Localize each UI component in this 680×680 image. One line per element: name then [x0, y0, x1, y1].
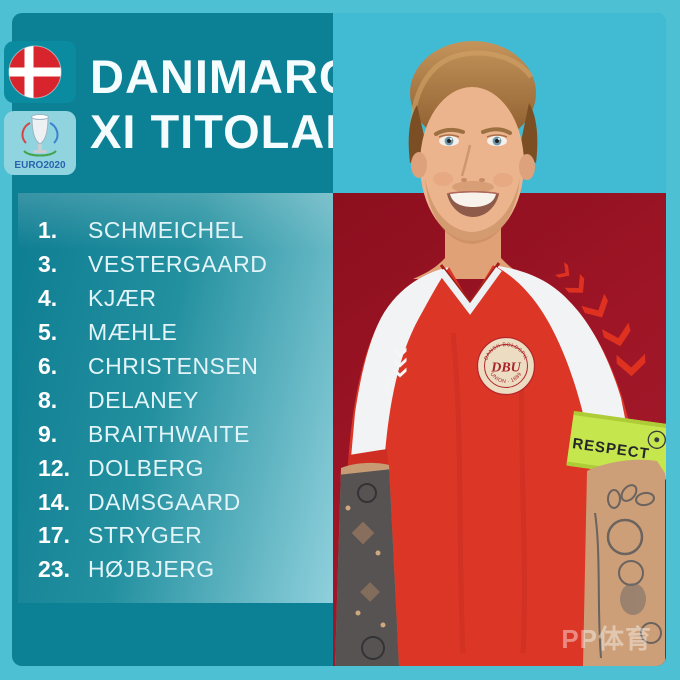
collar-shadow [439, 262, 501, 306]
content-panel: DANIMARCA XI TITOLARE 1. SCHMEICHEL 3. VES… [12, 13, 666, 666]
player-name: CHRISTENSEN [88, 353, 259, 379]
player-name: DAMSGAARD [88, 488, 241, 515]
left-shoulder-panel [351, 267, 449, 458]
crest-center-text: DBU [490, 361, 521, 376]
player-face [411, 87, 535, 244]
player-name: DOLBERG [88, 454, 204, 481]
player-number: 12. [38, 454, 70, 481]
player-name: HØJBJERG [88, 556, 215, 583]
denmark-flag-icon [8, 45, 62, 99]
player-name: DELANEY [88, 386, 199, 413]
player-name: SCHMEICHEL [88, 217, 244, 244]
lineup-row: 1. SCHMEICHEL [18, 214, 333, 248]
lineup-row: 14. DAMSGAARD [18, 485, 333, 519]
lineup-row: 5. MÆHLE [18, 316, 333, 350]
collar [438, 266, 502, 315]
lineup-row: 8. DELANEY [18, 383, 333, 417]
euro2020-label: EURO2020 [14, 160, 66, 171]
player-name: VESTERGAARD [88, 251, 268, 278]
player-name: BRAITHWAITE [88, 420, 250, 447]
player-name: KJÆR [88, 285, 157, 312]
tattoo-right-arm [583, 459, 665, 666]
player-number: 14. [38, 488, 70, 515]
lineup-row: 9. BRAITHWAITE [18, 417, 333, 451]
right-shoulder-panel [493, 265, 629, 449]
player-photo: hummel DANSK BOLDSPIL UNION · 1889 DBU [333, 13, 666, 666]
sleeve-chevrons-icon [555, 262, 646, 377]
jersey: hummel DANSK BOLDSPIL UNION · 1889 DBU [343, 262, 646, 666]
uefa-respect-logo-icon [647, 430, 666, 449]
player-illustration: hummel DANSK BOLDSPIL UNION · 1889 DBU [335, 41, 666, 666]
player-number: 1. [38, 217, 58, 244]
player-name: MÆHLE [88, 319, 178, 346]
player-number: 17. [38, 522, 70, 549]
lineup-row: 3. VESTERGAARD [18, 248, 333, 282]
hummel-brand-text: hummel [385, 374, 391, 395]
lineup-row: 4. KJÆR [18, 282, 333, 316]
euro2020-tile: EURO2020 [4, 111, 76, 175]
player-name: STRYGER [88, 522, 203, 549]
lineup-row: 23. HØJBJERG [18, 553, 333, 587]
euro2020-logo-icon: EURO2020 [14, 114, 66, 171]
hummel-logo-icon: hummel [385, 347, 407, 395]
player-number: 5. [38, 319, 58, 346]
player-number: 8. [38, 386, 58, 413]
lineup-row: 12. DOLBERG [18, 451, 333, 485]
player-number: 9. [38, 420, 58, 447]
lineup-row: 6. CHRISTENSEN [18, 350, 333, 384]
tattoo-left-arm [335, 462, 399, 666]
player-number: 23. [38, 556, 70, 583]
player-number: 4. [38, 285, 58, 312]
lineup-list: 1. SCHMEICHEL 3. VESTERGAARD 4. KJÆR 5. MÆHL… [18, 193, 333, 603]
player-number: 3. [38, 251, 58, 278]
dbu-crest: DANSK BOLDSPIL UNION · 1889 DBU [476, 336, 536, 396]
lineup-row: 17. STRYGER [18, 519, 333, 553]
watermark: PP体育 [561, 624, 652, 654]
player-number: 6. [38, 353, 58, 379]
denmark-flag-tile [4, 41, 76, 103]
